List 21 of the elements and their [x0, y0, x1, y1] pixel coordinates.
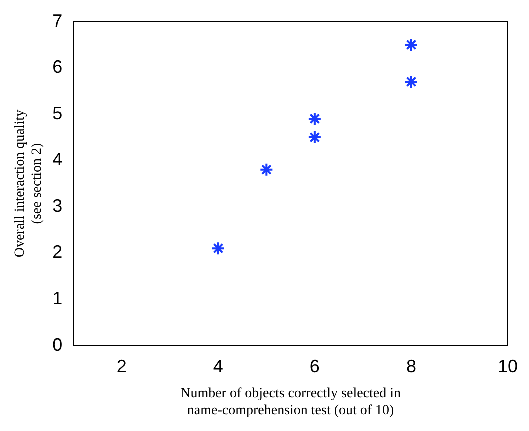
y-tick-label: 0	[52, 334, 63, 355]
point	[308, 130, 322, 145]
x-tick-label: 10	[498, 356, 518, 377]
x-axis-title: Number of objects correctly selected in name-comprehension test (out of 10)	[180, 386, 402, 418]
x-tick-label: 8	[406, 356, 416, 377]
point	[260, 162, 274, 177]
y-tick-label: 6	[52, 57, 63, 78]
point	[404, 74, 418, 89]
y-tick-label: 4	[52, 150, 63, 170]
y-tick-label: 3	[52, 196, 63, 216]
y-tick-label: 2	[52, 242, 63, 262]
x-tick-label: 6	[310, 356, 320, 377]
y-tick-label: 1	[52, 288, 63, 308]
y-tick-label: 5	[52, 103, 63, 124]
point	[308, 112, 322, 126]
x-tick-label: 2	[116, 356, 127, 377]
x-tick-label: 4	[213, 356, 224, 377]
y-tick-label: 7	[52, 10, 63, 31]
y-axis-title: Overall interaction quality (see section 2)	[13, 110, 45, 258]
point	[211, 242, 226, 256]
point	[404, 38, 418, 52]
